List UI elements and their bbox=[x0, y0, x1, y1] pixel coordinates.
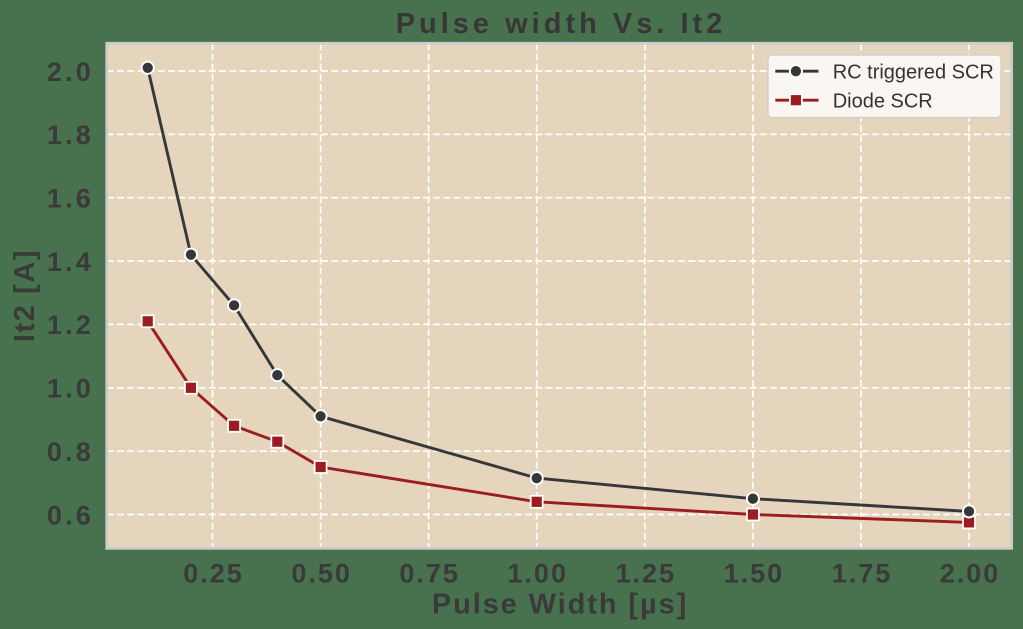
svg-text:1.8: 1.8 bbox=[47, 120, 94, 150]
svg-text:0.50: 0.50 bbox=[291, 559, 352, 589]
svg-text:2.0: 2.0 bbox=[47, 57, 94, 87]
svg-text:1.50: 1.50 bbox=[724, 559, 785, 589]
svg-text:1.00: 1.00 bbox=[507, 559, 568, 589]
svg-text:0.75: 0.75 bbox=[399, 559, 460, 589]
svg-text:2.00: 2.00 bbox=[940, 559, 1001, 589]
svg-text:1.0: 1.0 bbox=[47, 374, 94, 404]
svg-text:0.6: 0.6 bbox=[47, 500, 94, 530]
svg-text:Pulse Width [µs]: Pulse Width [µs] bbox=[432, 589, 688, 621]
svg-text:RC triggered SCR: RC triggered SCR bbox=[833, 62, 994, 84]
svg-text:0.25: 0.25 bbox=[183, 559, 244, 589]
svg-text:Pulse width Vs. It2: Pulse width Vs. It2 bbox=[396, 8, 727, 40]
svg-text:1.2: 1.2 bbox=[47, 310, 94, 340]
svg-text:1.25: 1.25 bbox=[616, 559, 677, 589]
svg-text:It2 [A]: It2 [A] bbox=[9, 249, 41, 342]
svg-text:1.4: 1.4 bbox=[47, 247, 94, 277]
svg-text:1.75: 1.75 bbox=[832, 559, 893, 589]
svg-text:1.6: 1.6 bbox=[47, 184, 94, 214]
svg-text:0.8: 0.8 bbox=[47, 437, 94, 467]
svg-text:Diode SCR: Diode SCR bbox=[833, 91, 933, 113]
